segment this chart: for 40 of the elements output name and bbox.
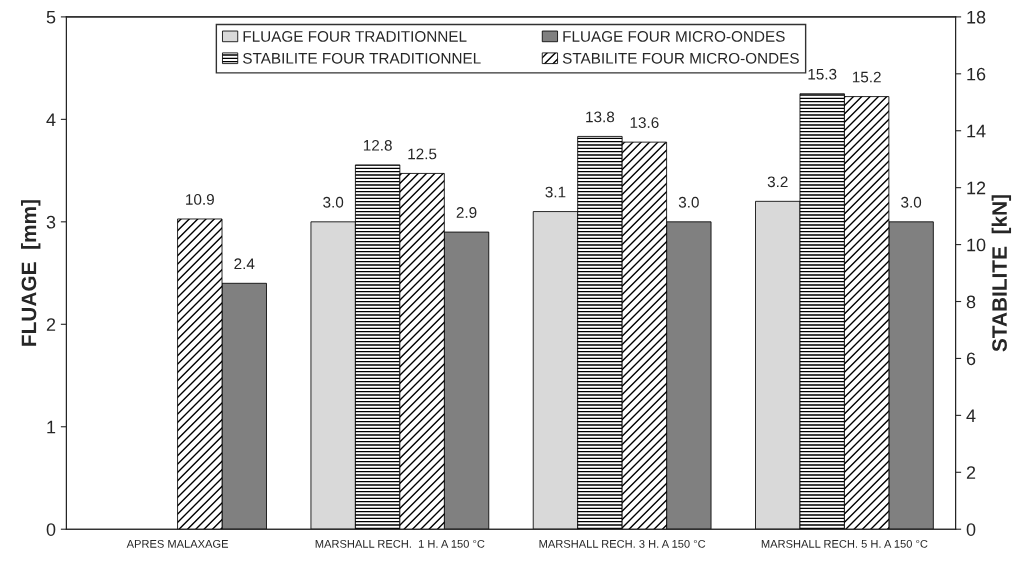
data-label: 13.6 [630,117,659,128]
legend-label: FLUAGE FOUR TRADITIONNEL [243,31,467,42]
y-tick-label: 0 [46,523,56,536]
data-label: 2.9 [456,207,477,218]
y-tick-label: 5 [46,11,56,24]
y-tick-label: 4 [46,113,56,126]
data-label: 3.1 [545,186,566,198]
data-label: 15.3 [808,68,837,80]
data-label: 12.8 [363,139,392,151]
data-label: 12.5 [408,148,437,160]
data-label: 3.0 [323,196,344,208]
legend-label: STABILITE FOUR TRADITIONNEL [243,52,481,64]
y2-tick-label: 10 [967,238,986,252]
x-tick-label: MARSHALL RECH. 1 H. A 150 °C [315,539,485,548]
y2-tick-label: 4 [966,409,976,422]
y-tick-label: 2 [46,318,56,331]
y-axis-title: FLUAGE [mm] [21,200,41,346]
legend-label: STABILITE FOUR MICRO-ONDES [562,52,799,64]
legend-label: FLUAGE FOUR MICRO-ONDES [563,31,785,42]
data-label: 3.0 [678,196,699,208]
x-tick-label: MARSHALL RECH. 3 H. A 150 °C [539,539,706,548]
x-tick-label: APRES MALAXAGE [126,539,229,548]
data-label: 3.2 [767,176,788,188]
data-label: 10.9 [186,194,214,205]
data-label: 3.0 [901,196,922,208]
y2-tick-label: 14 [967,124,986,138]
data-label: 15.2 [852,71,881,83]
y2-tick-label: 6 [966,352,976,366]
y2-tick-label: 16 [967,67,986,81]
y2-tick-label: 0 [966,523,976,536]
y2-tick-label: 12 [967,181,986,195]
y2-tick-label: 18 [967,10,986,24]
y2-axis-title: STABILITE [kN] [991,195,1012,352]
x-tick-label: MARSHALL RECH. 5 H. A 150 °C [761,539,928,548]
y2-tick-label: 2 [966,466,976,479]
y2-tick-label: 8 [966,295,976,309]
data-label: 2.4 [234,258,255,270]
y-tick-label: 3 [46,215,56,229]
y-tick-label: 1 [47,420,56,434]
data-label: 13.8 [586,111,615,123]
